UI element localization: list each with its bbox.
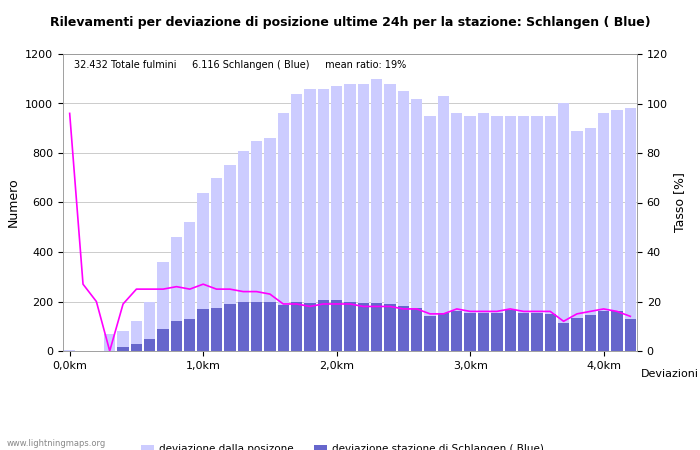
Bar	[318, 89, 329, 351]
Bar	[371, 303, 382, 351]
Bar	[545, 116, 556, 351]
Bar	[398, 306, 409, 351]
Bar	[224, 166, 235, 351]
Bar	[251, 140, 262, 351]
Bar	[411, 308, 422, 351]
Bar	[118, 347, 129, 351]
Bar	[558, 104, 569, 351]
Bar	[304, 303, 316, 351]
Bar	[558, 323, 569, 351]
Bar	[184, 222, 195, 351]
Bar	[131, 344, 142, 351]
Bar	[158, 262, 169, 351]
Bar	[624, 319, 636, 351]
Bar	[291, 302, 302, 351]
Bar	[197, 309, 209, 351]
Text: Rilevamenti per deviazione di posizione ultime 24h per la stazione: Schlangen ( : Rilevamenti per deviazione di posizione …	[50, 16, 650, 29]
Bar	[197, 193, 209, 351]
Bar	[584, 128, 596, 351]
Bar	[224, 304, 235, 351]
Bar	[358, 303, 369, 351]
Bar	[344, 84, 356, 351]
Bar	[131, 321, 142, 351]
Bar	[505, 116, 516, 351]
Bar	[184, 319, 195, 351]
Bar	[611, 110, 623, 351]
Bar	[438, 96, 449, 351]
Bar	[251, 302, 262, 351]
Bar	[371, 79, 382, 351]
Bar	[318, 300, 329, 351]
Bar	[384, 84, 395, 351]
Bar	[491, 313, 503, 351]
Bar	[465, 116, 476, 351]
Bar	[278, 305, 289, 351]
Text: Deviazioni: Deviazioni	[640, 369, 699, 379]
Bar	[438, 313, 449, 351]
Bar	[278, 113, 289, 351]
Bar	[478, 113, 489, 351]
Bar	[611, 311, 623, 351]
Bar	[211, 178, 222, 351]
Bar	[331, 300, 342, 351]
Bar	[118, 331, 129, 351]
Bar	[505, 310, 516, 351]
Bar	[518, 313, 529, 351]
Bar	[144, 338, 155, 351]
Bar	[598, 311, 609, 351]
Bar	[598, 113, 609, 351]
Bar	[304, 89, 316, 351]
Bar	[491, 116, 503, 351]
Bar	[465, 313, 476, 351]
Bar	[424, 116, 436, 351]
Y-axis label: Tasso [%]: Tasso [%]	[673, 172, 687, 233]
Bar	[571, 318, 582, 351]
Bar	[411, 99, 422, 351]
Bar	[478, 313, 489, 351]
Bar	[171, 321, 182, 351]
Bar	[531, 116, 542, 351]
Bar	[64, 350, 76, 351]
Bar	[358, 84, 369, 351]
Bar	[451, 113, 463, 351]
Bar	[264, 138, 276, 351]
Bar	[571, 130, 582, 351]
Text: www.lightningmaps.org: www.lightningmaps.org	[7, 439, 106, 448]
Bar	[344, 302, 356, 351]
Bar	[331, 86, 342, 351]
Bar	[451, 311, 463, 351]
Bar	[518, 116, 529, 351]
Text: 32.432 Totale fulmini     6.116 Schlangen ( Blue)     mean ratio: 19%: 32.432 Totale fulmini 6.116 Schlangen ( …	[74, 60, 407, 70]
Bar	[384, 304, 395, 351]
Bar	[291, 94, 302, 351]
Bar	[624, 108, 636, 351]
Bar	[144, 302, 155, 351]
Y-axis label: Numero: Numero	[6, 178, 20, 227]
Bar	[424, 316, 436, 351]
Bar	[398, 91, 409, 351]
Bar	[211, 308, 222, 351]
Bar	[531, 313, 542, 351]
Bar	[264, 302, 276, 351]
Bar	[237, 150, 249, 351]
Bar	[104, 334, 116, 351]
Bar	[237, 302, 249, 351]
Bar	[545, 314, 556, 351]
Bar	[171, 237, 182, 351]
Bar	[158, 328, 169, 351]
Bar	[584, 315, 596, 351]
